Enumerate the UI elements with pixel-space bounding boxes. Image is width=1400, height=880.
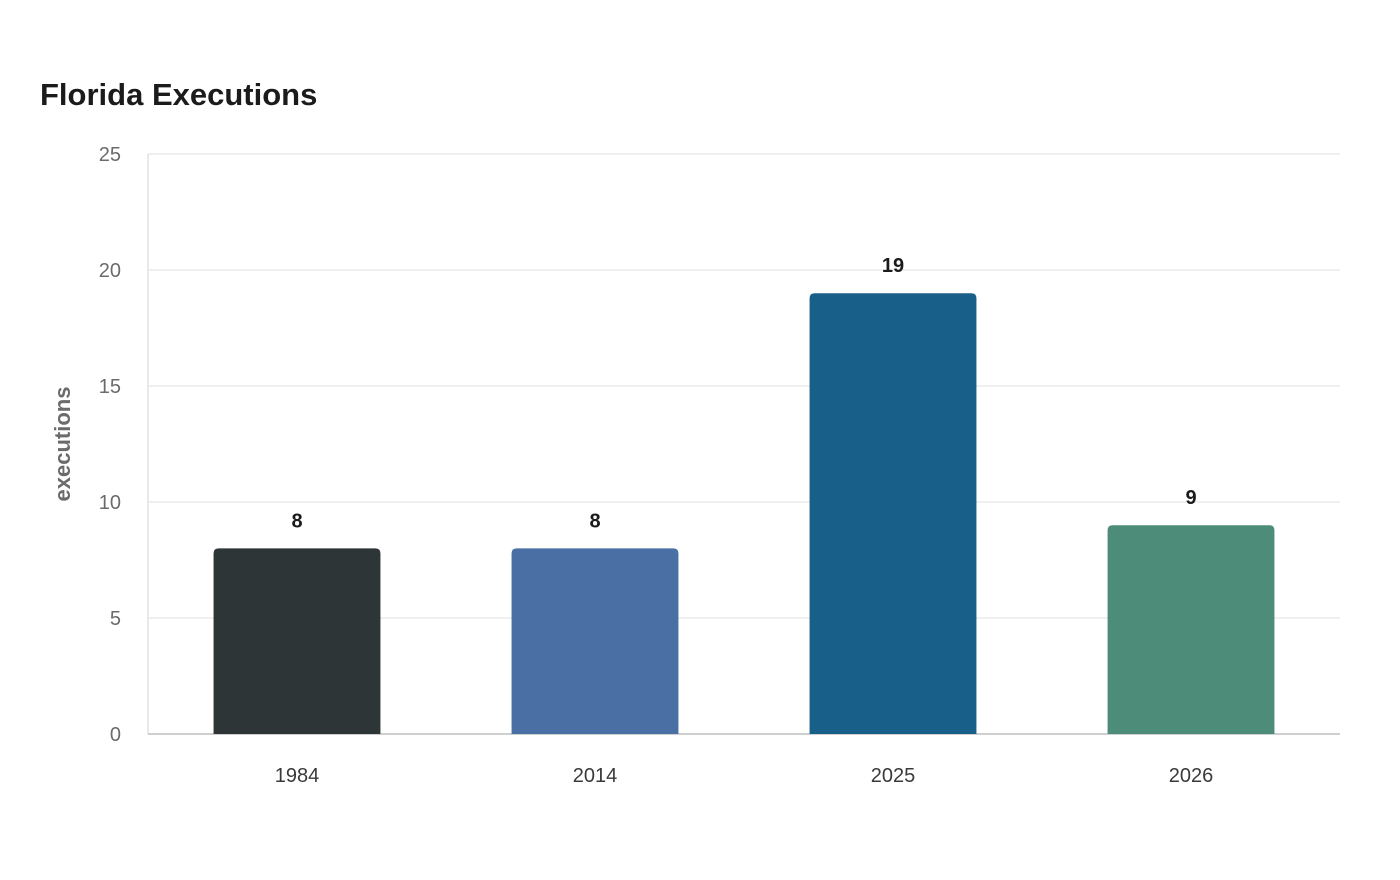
data-label: 8 [291, 510, 302, 532]
data-labels: 8 8 19 9 [291, 255, 1196, 532]
y-tick-label: 10 [99, 492, 121, 514]
chart-title: Florida Executions [40, 77, 318, 112]
y-tick-label: 0 [110, 724, 121, 746]
y-tick-label: 25 [99, 144, 121, 166]
x-tick-label: 2025 [871, 765, 916, 787]
bars [213, 293, 1275, 734]
y-axis-title: executions [50, 387, 75, 502]
data-label: 19 [882, 255, 904, 277]
x-tick-label: 2014 [573, 765, 618, 787]
y-tick-label: 20 [99, 260, 121, 282]
bar-2026 [1107, 525, 1275, 734]
bar-2025 [809, 293, 977, 734]
x-tick-label: 1984 [275, 765, 320, 787]
y-tick-label: 5 [110, 608, 121, 630]
bar-2014 [511, 548, 679, 734]
bar-1984 [213, 548, 381, 734]
data-label: 8 [589, 510, 600, 532]
y-tick-label: 15 [99, 376, 121, 398]
data-label: 9 [1185, 487, 1196, 509]
x-tick-label: 2026 [1169, 765, 1214, 787]
